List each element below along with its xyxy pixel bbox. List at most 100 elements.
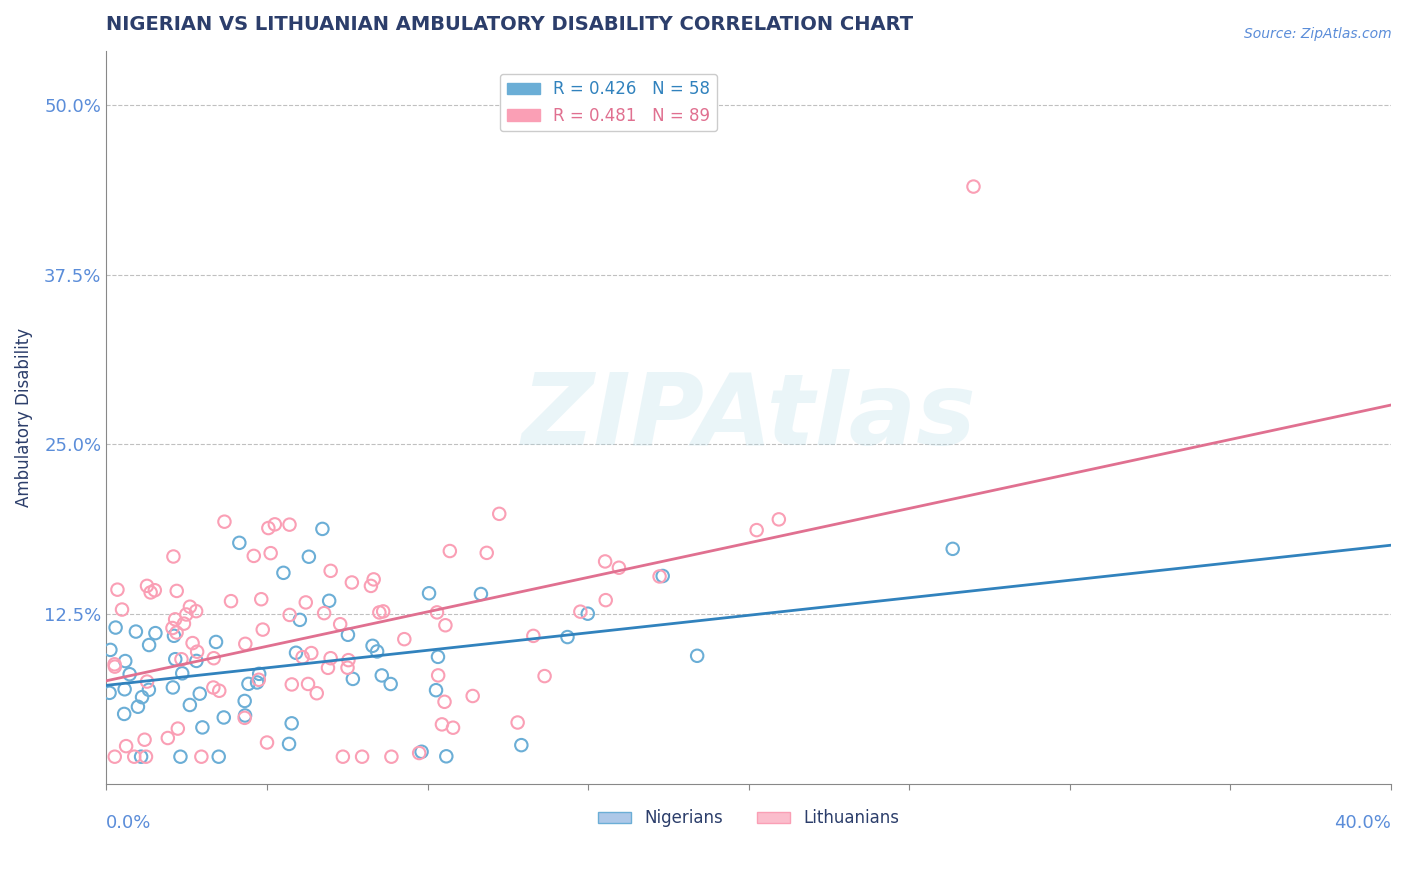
Lithuanians <box>257 521 280 535</box>
Lithuanians <box>278 607 301 622</box>
Lithuanians <box>319 651 342 665</box>
Lithuanians <box>135 749 157 764</box>
Nigerians <box>131 690 153 705</box>
Lithuanians <box>260 546 283 560</box>
Lithuanians <box>475 546 498 560</box>
Nigerians <box>246 675 269 690</box>
Lithuanians <box>299 646 322 660</box>
Nigerians <box>169 749 191 764</box>
Nigerians <box>212 710 235 724</box>
Nigerians <box>434 749 457 764</box>
Nigerians <box>98 686 121 700</box>
Lithuanians <box>136 674 159 689</box>
Lithuanians <box>329 617 352 632</box>
Lithuanians <box>170 652 193 666</box>
Nigerians <box>125 624 148 639</box>
Lithuanians <box>314 606 336 620</box>
Nigerians <box>366 644 388 658</box>
Nigerians <box>278 737 301 751</box>
Nigerians <box>233 708 256 723</box>
Lithuanians <box>337 653 360 667</box>
Nigerians <box>342 672 364 686</box>
Nigerians <box>686 648 709 663</box>
Nigerians <box>576 607 599 621</box>
Nigerians <box>186 654 208 668</box>
Nigerians <box>138 682 160 697</box>
Lithuanians <box>336 661 359 675</box>
Nigerians <box>129 749 152 764</box>
Nigerians <box>427 649 450 664</box>
Lithuanians <box>104 659 127 673</box>
Nigerians <box>298 549 321 564</box>
Nigerians <box>172 666 194 681</box>
Nigerians <box>380 677 402 691</box>
Lithuanians <box>305 686 328 700</box>
Nigerians <box>163 629 186 643</box>
Lithuanians <box>297 677 319 691</box>
Lithuanians <box>360 579 382 593</box>
Nigerians <box>425 683 447 698</box>
Nigerians <box>205 635 228 649</box>
Text: ZIPAtlas: ZIPAtlas <box>522 368 976 466</box>
Lithuanians <box>162 621 184 635</box>
Lithuanians <box>461 689 484 703</box>
Nigerians <box>411 745 433 759</box>
Lithuanians <box>607 560 630 574</box>
Nigerians <box>162 681 184 695</box>
Text: 0.0%: 0.0% <box>107 814 152 832</box>
Lithuanians <box>166 583 188 598</box>
Lithuanians <box>408 746 430 760</box>
Nigerians <box>557 630 579 644</box>
Lithuanians <box>430 717 453 731</box>
Nigerians <box>179 698 201 712</box>
Lithuanians <box>162 549 184 564</box>
Lithuanians <box>111 602 134 616</box>
Lithuanians <box>291 650 314 665</box>
Lithuanians <box>176 607 198 622</box>
Nigerians <box>247 666 270 681</box>
Lithuanians <box>179 599 201 614</box>
Nigerians <box>104 621 127 635</box>
Nigerians <box>127 699 149 714</box>
Lithuanians <box>115 739 138 753</box>
Lithuanians <box>768 512 790 526</box>
Lithuanians <box>363 573 385 587</box>
Lithuanians <box>316 661 339 675</box>
Lithuanians <box>252 623 274 637</box>
Lithuanians <box>186 645 208 659</box>
Lithuanians <box>373 604 395 618</box>
Lithuanians <box>394 632 416 647</box>
Legend: Nigerians, Lithuanians: Nigerians, Lithuanians <box>592 803 905 834</box>
Lithuanians <box>962 179 984 194</box>
Lithuanians <box>165 612 187 626</box>
Nigerians <box>145 626 167 640</box>
Nigerians <box>288 613 311 627</box>
Lithuanians <box>173 616 195 631</box>
Lithuanians <box>434 618 457 632</box>
Lithuanians <box>506 715 529 730</box>
Nigerians <box>470 587 492 601</box>
Lithuanians <box>233 711 256 725</box>
Lithuanians <box>208 683 231 698</box>
Nigerians <box>112 706 135 721</box>
Lithuanians <box>166 722 188 736</box>
Lithuanians <box>107 582 129 597</box>
Nigerians <box>238 677 260 691</box>
Lithuanians <box>250 592 273 607</box>
Nigerians <box>318 594 340 608</box>
Lithuanians <box>488 507 510 521</box>
Lithuanians <box>368 606 391 620</box>
Lithuanians <box>143 583 166 598</box>
Lithuanians <box>139 585 162 599</box>
Lithuanians <box>156 731 179 745</box>
Lithuanians <box>184 604 207 618</box>
Nigerians <box>942 541 965 556</box>
Lithuanians <box>569 605 592 619</box>
Lithuanians <box>247 673 270 687</box>
Nigerians <box>100 643 122 657</box>
Lithuanians <box>103 657 125 672</box>
Nigerians <box>114 654 136 668</box>
Nigerians <box>361 639 384 653</box>
Lithuanians <box>122 749 145 764</box>
Lithuanians <box>166 625 188 640</box>
